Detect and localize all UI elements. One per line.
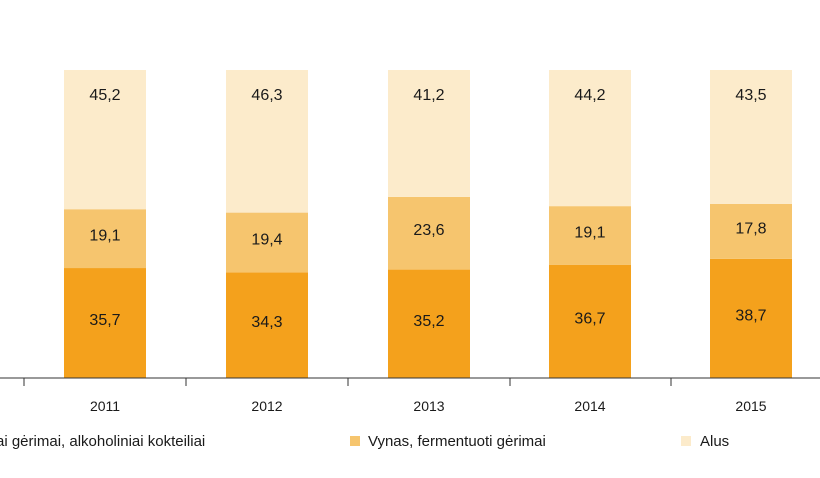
legend: ai gėrimai, alkoholiniai kokteiliai Vynas… xyxy=(0,433,729,450)
x-tick-label: 2015 xyxy=(735,398,766,414)
segment-value-label: 45,2 xyxy=(89,87,120,104)
bar-segment xyxy=(710,258,792,378)
segment-value-label: 41,2 xyxy=(413,87,444,104)
x-tick-label: 2013 xyxy=(413,398,444,414)
x-axis-tick-labels: 2011 2012 2013 2014 2015 xyxy=(90,398,767,414)
bar-segment xyxy=(549,70,631,207)
bar-segment xyxy=(388,196,470,270)
segment-value-label: 19,1 xyxy=(574,225,605,242)
segment-value-label: 35,2 xyxy=(413,313,444,330)
bar-segment xyxy=(226,212,308,273)
bar-segment xyxy=(710,70,792,204)
bars-group xyxy=(64,70,792,378)
bar-segment xyxy=(710,203,792,259)
legend-label: Vynas, fermentuoti gėrimai xyxy=(368,433,546,450)
bar-segment xyxy=(226,70,308,213)
segment-labels-group: 35,7 19,1 45,2 34,3 19,4 46,3 35,2 23,6 41,2 36,7… xyxy=(89,87,766,331)
segment-value-label: 23,6 xyxy=(413,222,444,239)
x-axis-ticks xyxy=(23,378,672,386)
bar-segment xyxy=(549,206,631,265)
segment-value-label: 43,5 xyxy=(735,87,766,104)
legend-label: ai gėrimai, alkoholiniai kokteiliai xyxy=(0,433,205,450)
segment-value-label: 35,7 xyxy=(89,312,120,329)
segment-value-label: 36,7 xyxy=(574,310,605,327)
x-tick-label: 2012 xyxy=(251,398,282,414)
bar-segment xyxy=(64,209,146,269)
bar-segment xyxy=(388,70,470,197)
bar-segment xyxy=(64,70,146,210)
segment-value-label: 17,8 xyxy=(735,220,766,237)
legend-swatch xyxy=(681,436,691,446)
legend-swatch xyxy=(350,436,360,446)
legend-label: Alus xyxy=(700,433,729,450)
bar-segment xyxy=(388,269,470,378)
bar-segment xyxy=(549,264,631,378)
segment-value-label: 44,2 xyxy=(574,87,605,104)
segment-value-label: 19,4 xyxy=(251,231,282,248)
bar-segment xyxy=(226,272,308,378)
segment-value-label: 19,1 xyxy=(89,228,120,245)
segment-value-label: 38,7 xyxy=(735,307,766,324)
bar-segment xyxy=(64,268,146,378)
x-tick-label: 2011 xyxy=(90,398,120,414)
segment-value-label: 34,3 xyxy=(251,314,282,331)
segment-value-label: 46,3 xyxy=(251,87,282,104)
x-tick-label: 2014 xyxy=(574,398,605,414)
